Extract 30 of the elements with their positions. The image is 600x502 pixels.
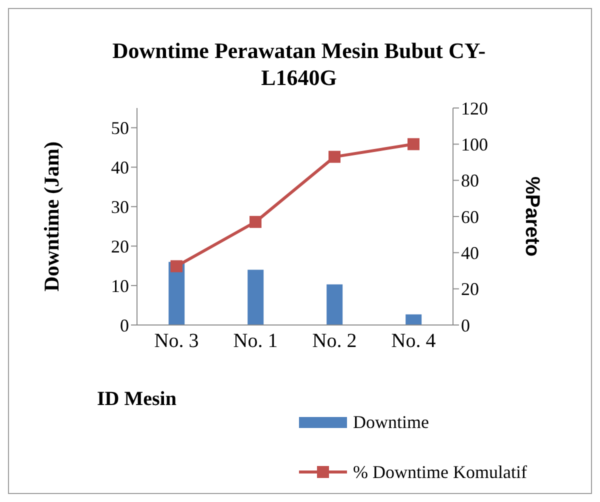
point bbox=[170, 260, 182, 272]
y2-tick-label: 60 bbox=[461, 206, 479, 227]
y-tick-label: 20 bbox=[111, 236, 129, 256]
x-tick-label: No. 1 bbox=[233, 330, 278, 352]
y-tick-label: 40 bbox=[111, 158, 129, 178]
x-tick-label: No. 4 bbox=[391, 330, 436, 352]
y-tick-label: 50 bbox=[111, 118, 129, 138]
x-axis-title: ID Mesin bbox=[97, 388, 176, 410]
y-tick-label: 0 bbox=[120, 315, 129, 336]
y2-tick-label: 40 bbox=[461, 243, 479, 264]
bar bbox=[248, 270, 264, 325]
point bbox=[250, 216, 262, 228]
y-axis-title: Downtime (Jam) bbox=[39, 142, 64, 292]
bar bbox=[406, 314, 422, 325]
legend-label: Downtime bbox=[353, 411, 429, 433]
y2-tick-label: 120 bbox=[461, 98, 488, 118]
y2-tick-label: 20 bbox=[461, 279, 479, 300]
legend-label: % Downtime Komulatif bbox=[353, 461, 527, 483]
y2-tick-label: 80 bbox=[461, 170, 479, 191]
bar bbox=[326, 284, 343, 325]
x-tick-label: No. 3 bbox=[154, 330, 199, 352]
point bbox=[328, 150, 340, 163]
y-tick-label: 10 bbox=[111, 276, 129, 296]
y2-tick-label: 100 bbox=[461, 134, 488, 155]
y2-tick-label: 0 bbox=[461, 315, 470, 336]
point bbox=[408, 138, 420, 150]
y-tick-label: 30 bbox=[111, 197, 129, 218]
x-tick-label: No. 2 bbox=[312, 330, 357, 352]
y2-axis-title: %Pareto bbox=[520, 176, 543, 257]
chart-title: Downtime Perawatan Mesin Bubut CY-L1640G bbox=[111, 37, 487, 91]
